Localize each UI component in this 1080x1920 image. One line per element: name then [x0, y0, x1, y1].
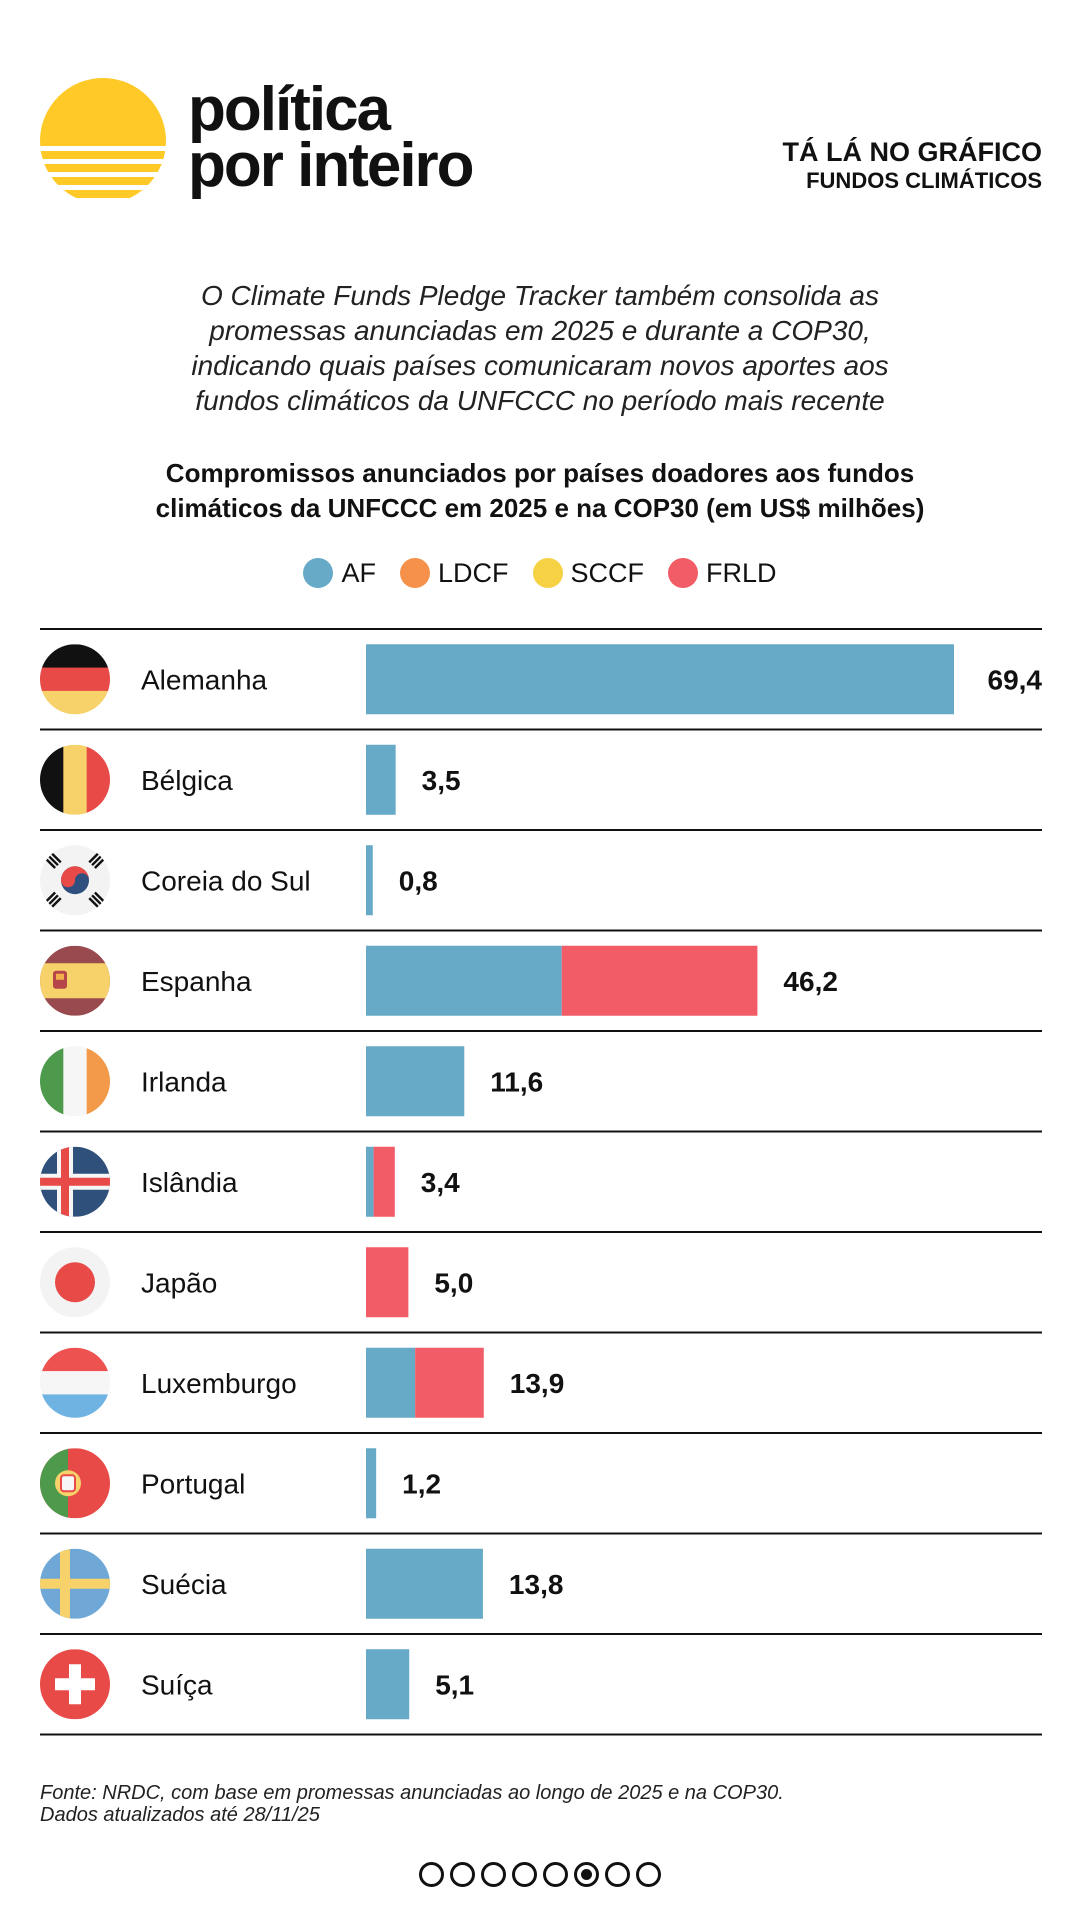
chart-row: Irlanda 11,6 — [40, 1046, 543, 1117]
section-label: TÁ LÁ NO GRÁFICO FUNDOS CLIMÁTICOS — [783, 136, 1042, 194]
category-label: Bélgica — [141, 765, 233, 796]
bar-segment-af — [366, 1046, 465, 1117]
page-dot[interactable] — [636, 1862, 661, 1887]
value-label: 5,0 — [434, 1267, 473, 1298]
page-dot[interactable] — [450, 1862, 475, 1887]
legend-item-sccf: SCCF — [532, 556, 645, 590]
value-label: 3,5 — [422, 765, 461, 796]
chart-title: Compromissos anunciados por países doado… — [80, 456, 1000, 526]
chart-legend: AF LDCF SCCF FRLD — [0, 556, 1080, 590]
category-label: Irlanda — [141, 1066, 227, 1097]
carousel-pagination — [0, 1862, 1080, 1887]
belgium-flag — [40, 744, 110, 815]
south-korea-flag — [40, 845, 110, 916]
germany-flag — [40, 644, 110, 715]
legend-dot-ldcf — [399, 558, 430, 588]
bar-segment-frld — [561, 945, 758, 1016]
category-label: Suíça — [141, 1669, 213, 1700]
chart-row: Portugal 1,2 — [40, 1448, 441, 1519]
category-label: Japão — [141, 1267, 217, 1298]
bar-segment-af — [366, 945, 562, 1016]
bar-segment-af — [366, 845, 373, 916]
category-label: Islândia — [141, 1167, 238, 1198]
section-label-secondary: FUNDOS CLIMÁTICOS — [806, 168, 1042, 193]
chart-row: Suécia 13,8 — [40, 1548, 564, 1619]
switzerland-flag — [40, 1649, 110, 1720]
legend-label-frld: FRLD — [706, 558, 777, 588]
chart-row: Coreia do Sul 0,8 — [40, 845, 438, 916]
page-dot-active[interactable] — [574, 1862, 599, 1887]
chart-row: Islândia 3,4 — [40, 1146, 460, 1217]
bar-segment-frld — [366, 1247, 409, 1318]
chart-title-line: climáticos da UNFCCC em 2025 e na COP30 … — [155, 493, 925, 523]
legend-dot-sccf — [532, 558, 563, 588]
japan-flag — [40, 1247, 110, 1318]
brand-name: política por inteiro — [188, 75, 475, 200]
legend-label-af: AF — [341, 558, 376, 588]
chart-row: Japão 5,0 — [40, 1247, 473, 1318]
page-dot[interactable] — [481, 1862, 506, 1887]
brand-name-line2: por inteiro — [188, 131, 475, 200]
brand-name-line1: política — [188, 75, 391, 144]
chart-row: Bélgica 3,5 — [40, 744, 461, 815]
value-label: 69,4 — [988, 664, 1043, 695]
page-dot[interactable] — [419, 1862, 444, 1887]
bar-segment-af — [366, 1347, 416, 1418]
bar-segment-af — [366, 644, 954, 715]
legend-label-ldcf: LDCF — [437, 558, 509, 588]
luxembourg-flag — [40, 1347, 110, 1418]
chart-row: Suíça 5,1 — [40, 1649, 474, 1720]
section-label-primary: TÁ LÁ NO GRÁFICO — [782, 137, 1042, 167]
legend-dot-af — [303, 558, 334, 588]
bar-segment-frld — [373, 1146, 395, 1217]
bar-segment-af — [366, 1448, 377, 1519]
chart-row: Espanha 46,2 — [40, 945, 838, 1016]
category-label: Espanha — [141, 966, 252, 997]
bar-segment-frld — [415, 1347, 484, 1418]
legend-dot-frld — [668, 558, 698, 588]
page-dot[interactable] — [543, 1862, 568, 1887]
intro-line: indicando quais países comunicaram novos… — [191, 350, 889, 381]
legend-item-af: AF — [303, 556, 376, 590]
value-label: 0,8 — [399, 865, 438, 896]
category-label: Coreia do Sul — [141, 865, 311, 896]
value-label: 5,1 — [435, 1669, 474, 1700]
intro-line: promessas anunciadas em 2025 e durante a… — [209, 315, 871, 346]
value-label: 3,4 — [421, 1167, 460, 1198]
bar-segment-af — [366, 1146, 374, 1217]
category-label: Portugal — [141, 1468, 245, 1499]
source-line: Fonte: NRDC, com base em promessas anunc… — [40, 1782, 784, 1804]
page-dot[interactable] — [512, 1862, 537, 1887]
source-line: Dados atualizados até 28/11/25 — [40, 1804, 320, 1826]
legend-label-sccf: SCCF — [570, 558, 645, 588]
chart-row: Alemanha 69,4 — [40, 644, 1042, 715]
sweden-flag — [40, 1548, 110, 1619]
iceland-flag — [40, 1146, 110, 1217]
ireland-flag — [40, 1046, 110, 1117]
intro-line: fundos climáticos da UNFCCC no período m… — [195, 385, 885, 416]
value-label: 1,2 — [402, 1468, 441, 1499]
portugal-flag — [40, 1448, 110, 1519]
bar-segment-af — [366, 1548, 483, 1619]
category-label: Luxemburgo — [141, 1368, 297, 1399]
category-label: Alemanha — [141, 664, 268, 695]
bar-segment-af — [366, 1649, 410, 1720]
source-note: Fonte: NRDC, com base em promessas anunc… — [40, 1782, 784, 1826]
value-label: 13,9 — [510, 1368, 564, 1399]
legend-item-frld: FRLD — [668, 556, 777, 590]
value-label: 46,2 — [783, 966, 838, 997]
chart-title-line: Compromissos anunciados por países doado… — [165, 458, 915, 488]
legend-item-ldcf: LDCF — [399, 556, 509, 590]
intro-paragraph: O Climate Funds Pledge Tracker também co… — [120, 278, 960, 418]
bar-segment-af — [366, 744, 396, 815]
category-label: Suécia — [141, 1569, 227, 1600]
spain-flag — [40, 945, 110, 1016]
brand-logo — [40, 78, 166, 198]
chart-row: Luxemburgo 13,9 — [40, 1347, 564, 1418]
value-label: 11,6 — [490, 1066, 543, 1097]
intro-line: O Climate Funds Pledge Tracker também co… — [201, 280, 879, 311]
value-label: 13,8 — [509, 1569, 564, 1600]
page-dot[interactable] — [605, 1862, 630, 1887]
